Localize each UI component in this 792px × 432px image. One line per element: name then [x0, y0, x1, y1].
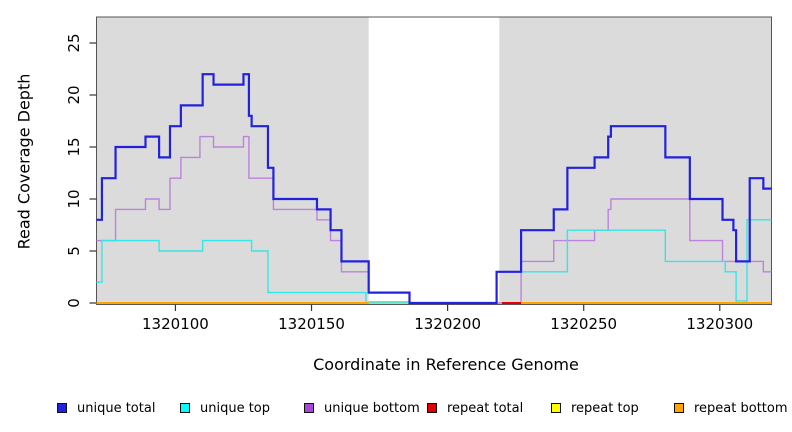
legend-label: unique top	[200, 400, 271, 416]
legend-label: repeat total	[447, 400, 524, 416]
legend-item-unique-total: unique total	[57, 396, 155, 420]
series-unique-total-line	[96, 73, 772, 305]
y-tick-label: 15	[65, 137, 83, 156]
legend: unique total unique top unique bottom repea…	[0, 396, 792, 426]
legend-label: repeat top	[571, 400, 639, 416]
y-axis-title: Read Coverage Depth	[14, 73, 34, 250]
unshaded-region	[368, 17, 500, 305]
y-tick-label: 5	[65, 246, 83, 256]
legend-item-unique-top: unique top	[180, 396, 270, 420]
x-tick-label: 1320250	[550, 315, 617, 333]
x-tick-label: 1320150	[278, 315, 345, 333]
x-tick-label: 1320200	[414, 315, 481, 333]
legend-swatch-icon	[427, 403, 437, 413]
legend-item-unique-bottom: unique bottom	[304, 396, 420, 420]
legend-item-repeat-top: repeat top	[551, 396, 639, 420]
x-axis-title: Coordinate in Reference Genome	[313, 355, 579, 374]
legend-label: unique total	[77, 400, 156, 416]
x-tick-label: 1320100	[142, 315, 209, 333]
legend-label: repeat bottom	[694, 400, 788, 416]
y-tick-label: 25	[65, 33, 83, 52]
y-tick-label: 20	[65, 85, 83, 104]
x-tick-label: 1320300	[686, 315, 753, 333]
legend-label: unique bottom	[324, 400, 420, 416]
legend-swatch-icon	[674, 403, 684, 413]
y-tick-label: 0	[65, 298, 83, 308]
legend-swatch-icon	[57, 403, 67, 413]
legend-swatch-icon	[180, 403, 190, 413]
legend-item-repeat-bottom: repeat bottom	[674, 396, 788, 420]
legend-swatch-icon	[304, 403, 314, 413]
legend-item-repeat-total: repeat total	[427, 396, 523, 420]
y-tick-label: 10	[65, 189, 83, 208]
legend-swatch-icon	[551, 403, 561, 413]
plot-border	[96, 16, 772, 305]
